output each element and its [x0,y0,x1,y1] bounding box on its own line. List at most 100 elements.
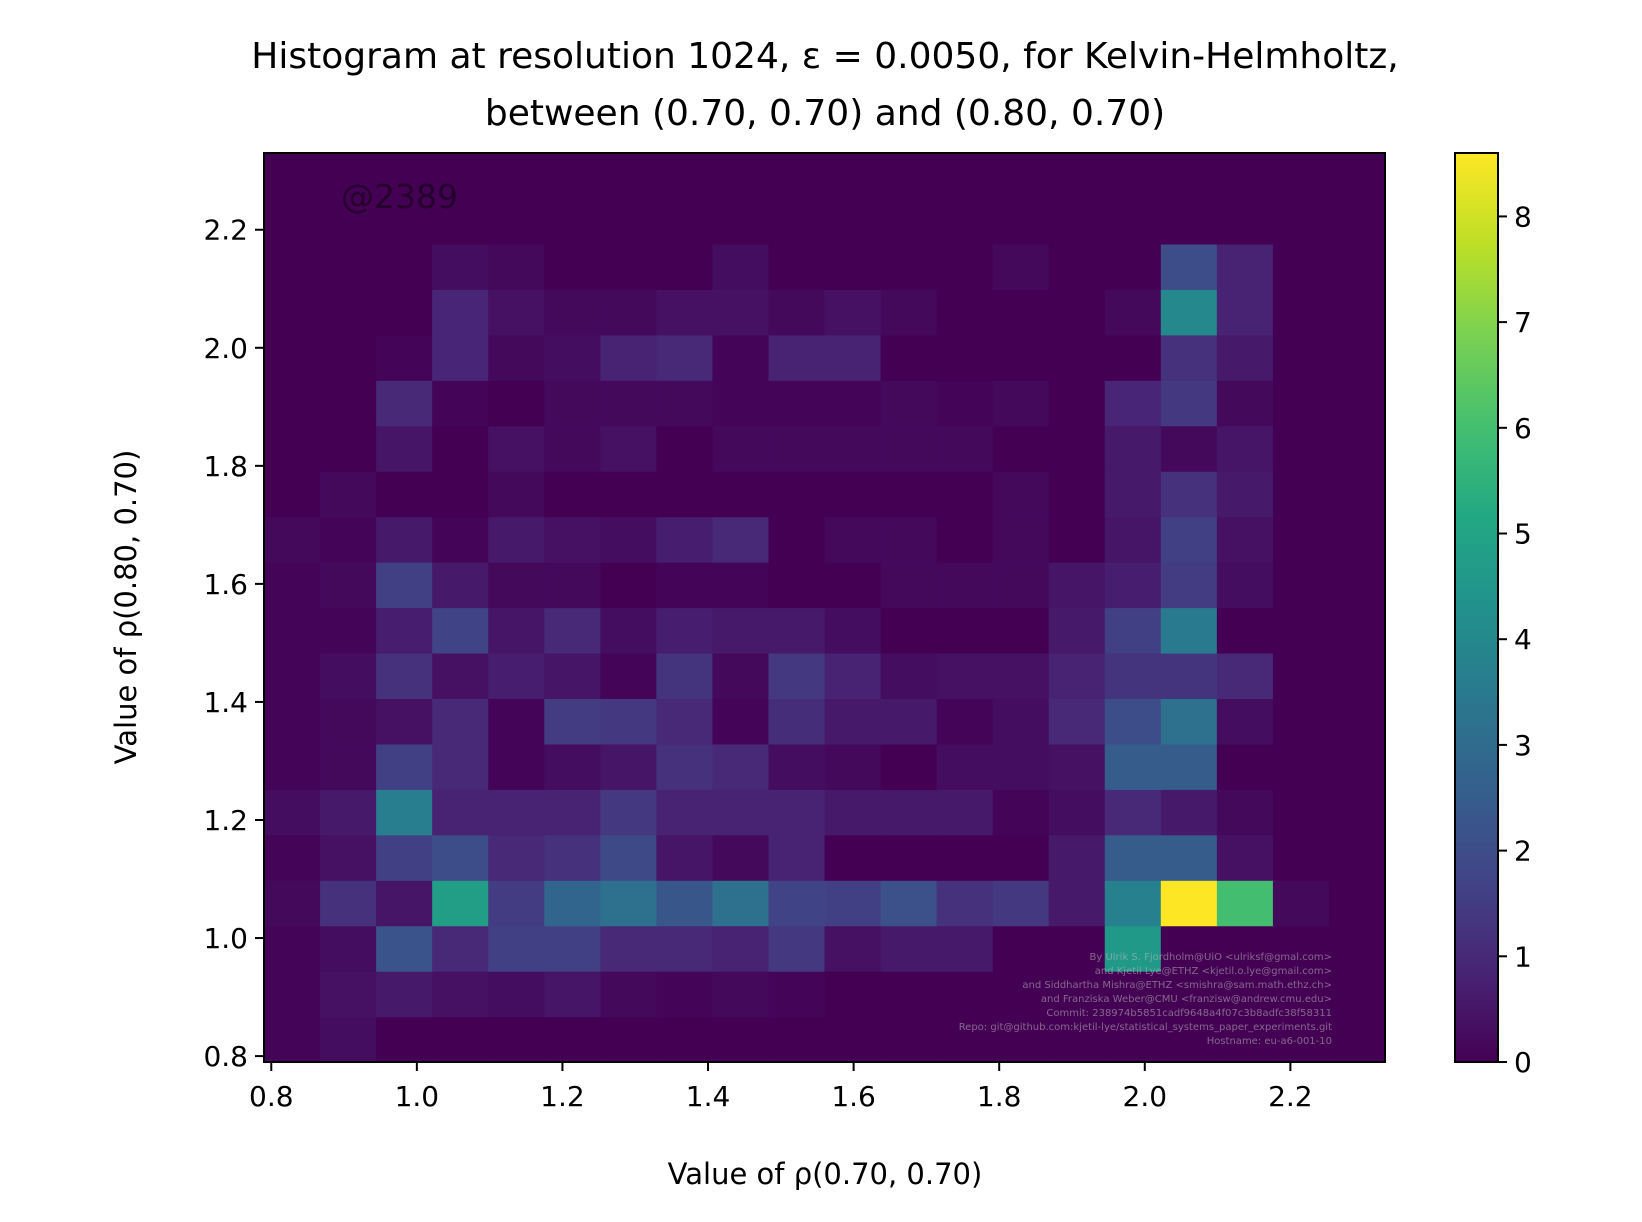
heatmap-cell [712,380,770,427]
heatmap-cell [264,971,321,1018]
heatmap-cell [600,198,657,245]
heatmap-cell [656,743,713,790]
heatmap-cell [768,971,826,1018]
heatmap-cell [432,652,489,699]
heatmap-cell [1272,425,1330,472]
x-tick-label: 1.4 [686,1080,731,1113]
heatmap-cell [1104,153,1162,200]
heatmap-cell [712,334,770,381]
heatmap-cell [1328,607,1386,654]
y-tick-label: 1.6 [203,568,248,601]
heatmap-cell [656,880,713,927]
heatmap-cell [1104,380,1162,427]
heatmap-cell [1272,471,1330,518]
heatmap-cell [320,652,377,699]
heatmap-cell [1216,562,1274,609]
x-tick-label: 2.2 [1268,1080,1313,1113]
heatmap-cell [600,698,657,745]
heatmap-cell [880,380,938,427]
heatmap-cell [712,880,770,927]
heatmap-cell [432,925,489,972]
heatmap-cell [264,880,321,927]
heatmap-cell [264,652,321,699]
heatmap-cell [936,971,994,1018]
heatmap-cell [544,698,601,745]
credit-line: and Franziska Weber@CMU <franzisw@andrew… [1041,994,1332,1005]
heatmap-cell [264,380,321,427]
heatmap-cell [992,652,1050,699]
heatmap-cell [320,153,377,200]
heatmap-cell [1104,925,1162,972]
heatmap-cell [600,380,657,427]
heatmap-cell [824,562,882,609]
heatmap-cell [432,789,489,836]
heatmap-cell [1216,243,1274,290]
colorbar-tick-label: 4 [1514,623,1532,656]
heatmap-cell [1160,925,1218,972]
heatmap-cell [1216,880,1274,927]
heatmap-cell [824,380,882,427]
heatmap-cell [712,607,770,654]
heatmap-cell [320,971,377,1018]
heatmap-cell [488,925,545,972]
heatmap-cell [1160,562,1218,609]
heatmap-cell [1328,652,1386,699]
heatmap-cell [656,425,713,472]
heatmap-cell [1328,743,1386,790]
heatmap-cell [432,562,489,609]
heatmap-cell [1328,153,1386,200]
heatmap-cell [432,289,489,336]
heatmap-cell [488,652,545,699]
heatmap-cell [880,289,938,336]
heatmap-cell [1048,471,1106,518]
heatmap-cell [1328,789,1386,836]
heatmap-cell [320,425,377,472]
heatmap-cell [376,971,433,1018]
heatmap-cell [1160,425,1218,472]
heatmap-cell [1104,607,1162,654]
heatmap-cell [544,1016,601,1063]
heatmap-cell [824,153,882,200]
heatmap-cell [936,289,994,336]
heatmap-cell [992,153,1050,200]
heatmap-cell [432,153,489,200]
heatmap-cell [1328,471,1386,518]
heatmap-cell [376,153,433,200]
heatmap-cell [544,925,601,972]
colorbar-ticks: 0 1 2 3 4 5 6 7 8 [1498,200,1532,1079]
heatmap-cell [600,607,657,654]
y-tick-label: 2.2 [203,214,248,247]
heatmap-cell [1104,698,1162,745]
heatmap-cell [656,971,713,1018]
heatmap-cell [1272,971,1330,1018]
heatmap-cell [1272,334,1330,381]
heatmap-cell [1048,743,1106,790]
heatmap-cell [376,925,433,972]
heatmap-cell [1216,1016,1274,1063]
heatmap-cell [1216,925,1274,972]
heatmap-cell [1272,153,1330,200]
credit-line: By Ulrik S. Fjordholm@UiO <ulriksf@gmal.… [1090,952,1333,963]
heatmap-cell [880,1016,938,1063]
heatmap-cell [1272,562,1330,609]
heatmap-cell [1048,334,1106,381]
heatmap-cell [432,607,489,654]
heatmap-cell [600,1016,657,1063]
heatmap-cell [768,789,826,836]
heatmap-cell [544,380,601,427]
heatmap-cell [1328,243,1386,290]
heatmap-cell [1328,425,1386,472]
heatmap-cell [1272,698,1330,745]
heatmap-cell [656,925,713,972]
heatmap-cell [264,425,321,472]
heatmap-cell [320,471,377,518]
heatmap-cell [824,698,882,745]
heatmap-cell [376,652,433,699]
heatmap-cell [880,471,938,518]
heatmap-cell [544,198,601,245]
heatmap-cell [376,334,433,381]
heatmap-cell [768,198,826,245]
heatmap-cell [488,380,545,427]
heatmap-cell [488,607,545,654]
credit-line: Hostname: eu-a6-001-10 [1207,1036,1332,1047]
